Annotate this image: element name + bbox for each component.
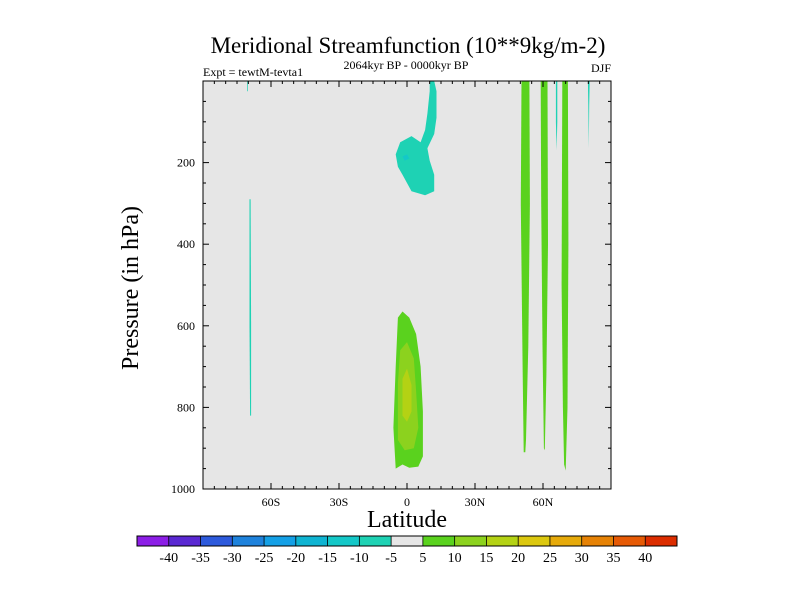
x-tick-label: 30N [465,495,486,509]
colorbar-box [518,536,551,546]
colorbar-box [295,536,328,546]
colorbar-label: -20 [286,551,305,566]
colorbar-box [168,536,201,546]
colorbar: -40 -35 -30 -25 -20 -15 -10 -5 5 10 15 20 25 30 35 40 [136,535,678,566]
contour-nh-strip-66n-thin [555,81,558,151]
plot-frame [202,80,612,490]
y-tick-label: 800 [177,400,195,414]
colorbar-label: 15 [479,551,493,566]
x-tick-label: 60S [262,495,281,509]
colorbar-box [137,536,170,546]
colorbar-label: -15 [318,551,337,566]
colorbar-label: -25 [255,551,274,566]
axis-ticks: 60S 30S 0 30N 60N 200 400 600 800 1000 [171,81,611,509]
colorbar-label: 5 [419,551,426,566]
contour-sh-upper-negative-cell [395,81,437,196]
y-tick-label: 200 [177,156,195,170]
colorbar-frame [136,535,678,547]
colorbar-label: 40 [638,551,652,566]
colorbar-box [422,536,455,546]
contour-nh-strip-71n [561,81,569,471]
expt-label: Expt = tewtM-tevta1 [203,65,303,79]
time-range-label: 2064kyr BP - 0000kyr BP [344,58,469,72]
contour-nh-strip-80n-thin [587,81,590,149]
contour-eq-positive-core [402,368,412,422]
y-tick-label: 1000 [171,482,195,496]
contour-sh-dot-70s [247,81,248,92]
y-axis-label: Pressure (in hPa) [118,206,144,370]
colorbar-box [486,536,519,546]
colorbar-label: 30 [575,551,589,566]
y-tick-label: 600 [177,319,195,333]
y-tick-label: 400 [177,237,195,251]
season-label: DJF [591,61,611,75]
contour-sh-lat-strip-65s [249,199,252,416]
colorbar-label: 35 [606,551,620,566]
contour-sh-upper-core [402,154,410,161]
colorbar-label: -40 [159,551,178,566]
colorbar-label: 25 [543,551,557,566]
colorbar-label: -30 [223,551,242,566]
colorbar-box [264,536,297,546]
colorbar-box [645,536,678,546]
contour-nh-strip-60n [540,81,548,451]
colorbar-box [391,536,424,546]
colorbar-label: -10 [350,551,369,566]
colorbar-box [327,536,360,546]
contour-nh-strip-52n [520,81,530,453]
colorbar-box [581,536,614,546]
contour-regions [247,81,590,471]
colorbar-box [613,536,646,546]
colorbar-box [359,536,392,546]
x-axis-label: Latitude [367,507,447,533]
colorbar-box [454,536,487,546]
colorbar-label: -5 [385,551,397,566]
colorbar-box [200,536,233,546]
chart-title: Meridional Streamfunction (10**9kg/m-2) [211,33,606,58]
colorbar-box [549,536,582,546]
x-tick-label: 60N [533,495,554,509]
colorbar-label: 10 [448,551,462,566]
colorbar-box [232,536,265,546]
x-tick-label: 0 [404,495,410,509]
x-tick-label: 30S [330,495,349,509]
colorbar-label: 20 [511,551,525,566]
colorbar-label: -35 [191,551,210,566]
